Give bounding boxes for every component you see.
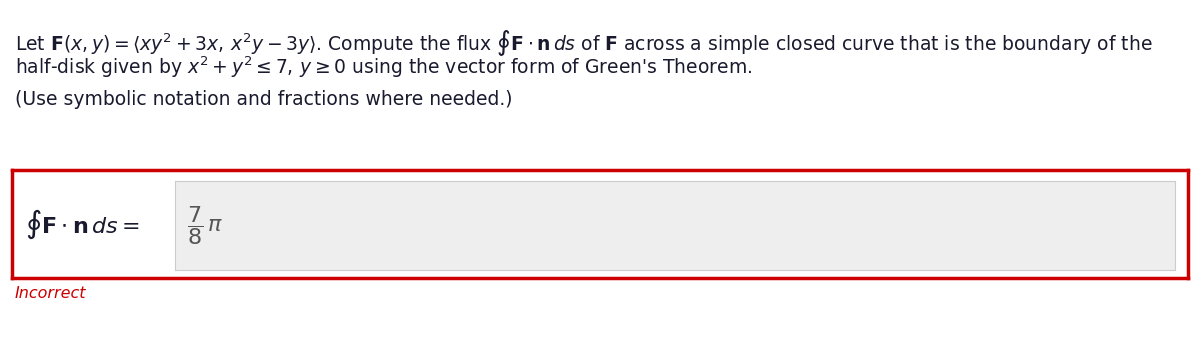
Text: Let $\mathbf{F}(x, y) = \langle xy^2 + 3x,\, x^2y - 3y\rangle$. Compute the flux: Let $\mathbf{F}(x, y) = \langle xy^2 + 3… [14, 28, 1153, 58]
Text: Incorrect: Incorrect [14, 286, 86, 301]
Text: (Use symbolic notation and fractions where needed.): (Use symbolic notation and fractions whe… [14, 90, 512, 109]
Text: half-disk given by $x^2 + y^2 \leq 7,\, y \geq 0$ using the vector form of Green: half-disk given by $x^2 + y^2 \leq 7,\, … [14, 55, 752, 81]
Text: $\dfrac{7}{8}\,\pi$: $\dfrac{7}{8}\,\pi$ [187, 204, 223, 247]
Text: $\oint \mathbf{F} \cdot \mathbf{n}\,ds =$: $\oint \mathbf{F} \cdot \mathbf{n}\,ds =… [25, 207, 140, 241]
